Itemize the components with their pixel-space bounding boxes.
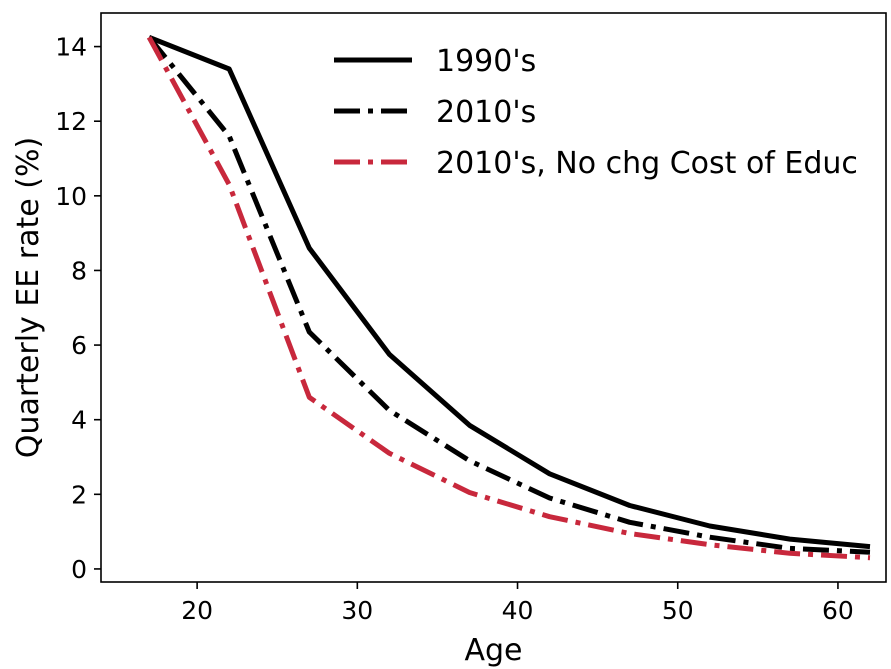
x-tick-label: 50 [662,596,694,625]
series-line-3 [146,36,871,561]
y-tick-label: 14 [55,33,87,62]
x-tick-label: 20 [181,596,213,625]
legend: 1990's 2010's 2010's, No chg Cost of Educ [334,44,858,181]
axes: 20 30 40 50 60 0 2 4 6 8 10 12 14 [55,12,887,625]
legend-label-1: 1990's [436,44,536,79]
y-tick-label: 2 [71,480,87,509]
y-tick-label: 6 [71,331,87,360]
y-tick-label: 8 [71,256,87,285]
y-tick-label: 12 [55,107,87,136]
plot-area [146,34,871,561]
series-line-2 [147,35,871,555]
legend-label-3: 2010's, No chg Cost of Educ [436,146,858,181]
y-tick-label: 4 [71,406,87,435]
legend-label-2: 2010's [436,95,536,130]
x-axis-title: Age [464,633,522,668]
y-tick-label: 0 [71,555,87,584]
plot-frame [100,12,887,583]
x-tick-label: 40 [502,596,534,625]
series-line-1 [148,34,871,550]
x-tick-label: 30 [341,596,373,625]
x-tick-label: 60 [822,596,854,625]
y-tick-label: 10 [55,182,87,211]
y-axis-title: Quarterly EE rate (%) [11,137,46,458]
